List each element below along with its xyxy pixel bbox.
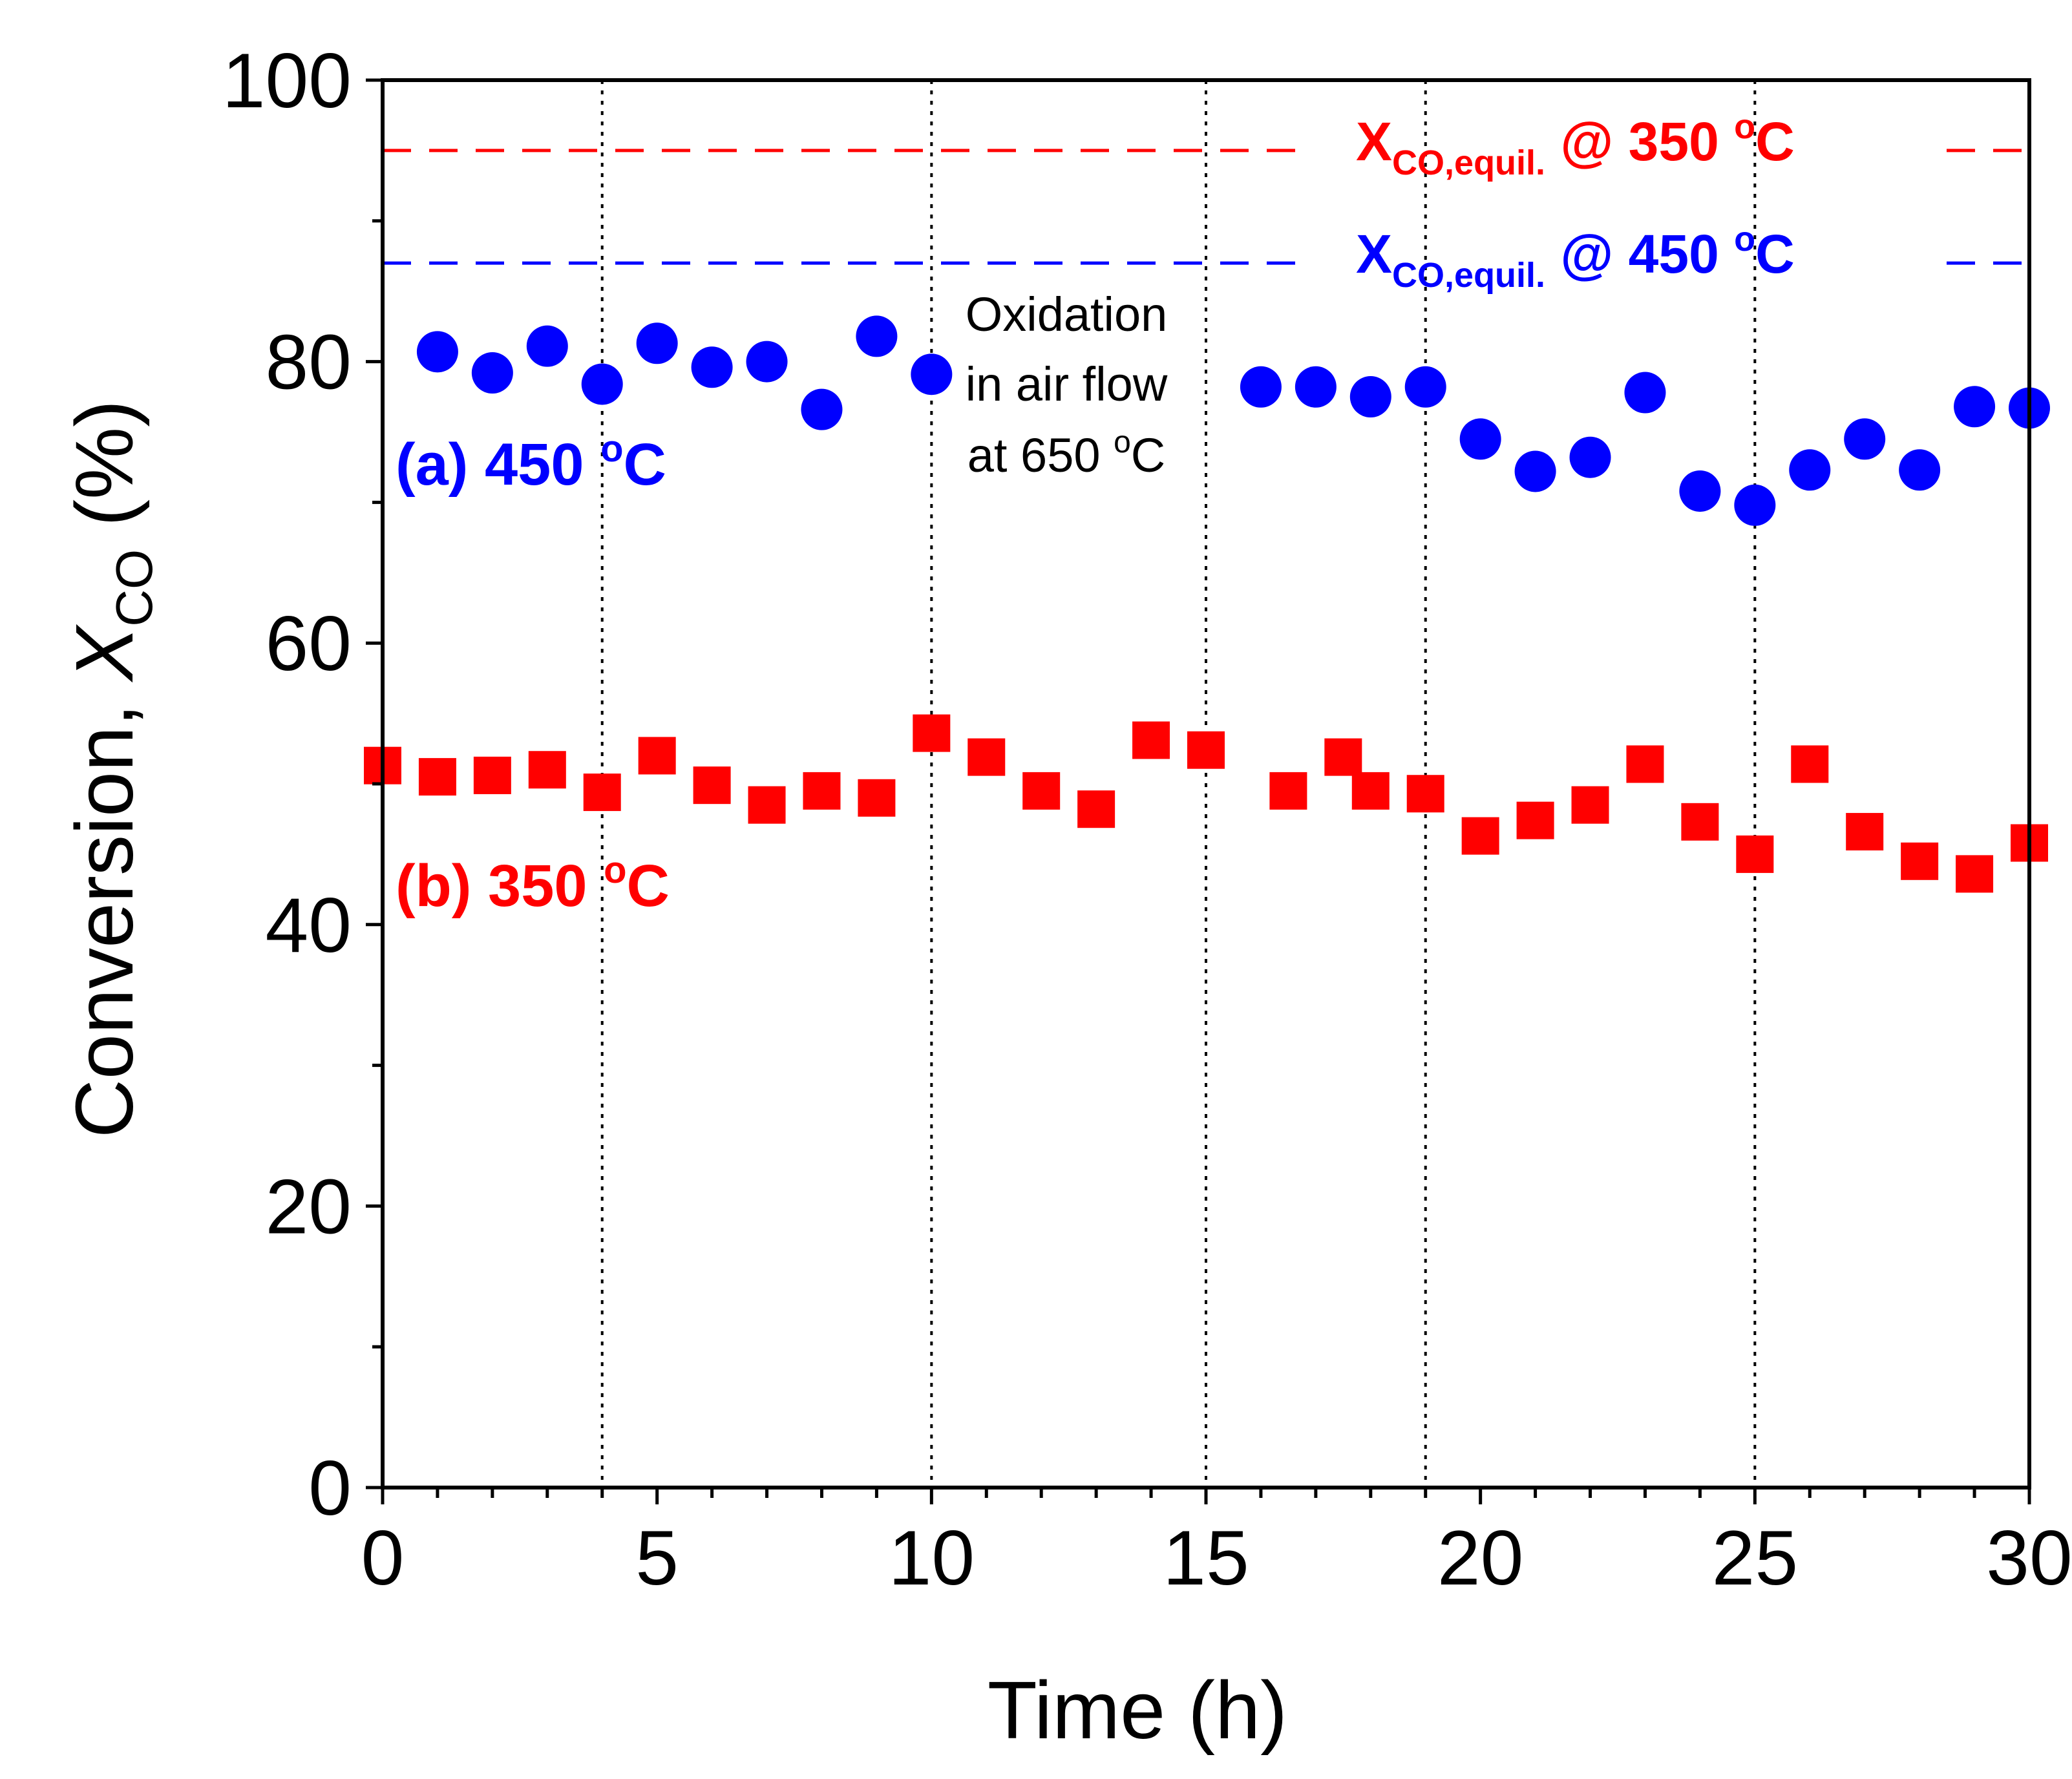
point-350-24 bbox=[1681, 803, 1719, 841]
x-tick-label-0: 0 bbox=[361, 1515, 405, 1601]
point-350-10 bbox=[913, 714, 951, 752]
oxidation-annotation-line2: in air flow bbox=[966, 357, 1168, 411]
series-450-markers bbox=[416, 315, 2050, 526]
oxidation-annotation-line1: Oxidation bbox=[966, 288, 1168, 341]
point-450-4 bbox=[636, 322, 678, 364]
point-450-7 bbox=[801, 388, 843, 430]
point-450-0 bbox=[416, 331, 458, 373]
point-350-5 bbox=[638, 737, 676, 775]
point-450-1 bbox=[471, 352, 513, 394]
point-450-15 bbox=[1514, 450, 1556, 492]
point-350-14 bbox=[1132, 721, 1170, 759]
y-tick-label-100: 100 bbox=[222, 37, 352, 124]
y-tick-label-40: 40 bbox=[266, 882, 352, 969]
plot-frame bbox=[381, 78, 2031, 1490]
point-350-15 bbox=[1187, 731, 1225, 769]
point-350-1 bbox=[418, 758, 456, 796]
point-450-10 bbox=[1240, 366, 1282, 408]
y-tick-label-60: 60 bbox=[266, 600, 352, 687]
x-tick-label-5: 5 bbox=[635, 1515, 679, 1601]
point-350-6 bbox=[693, 766, 731, 805]
point-350-11 bbox=[967, 738, 1006, 776]
equilibrium-lines bbox=[383, 149, 2029, 265]
point-350-19 bbox=[1406, 775, 1444, 813]
point-350-2 bbox=[473, 756, 511, 794]
point-450-13 bbox=[1404, 366, 1446, 408]
y-tick-label-0: 0 bbox=[308, 1445, 352, 1532]
x-tick-label-20: 20 bbox=[1437, 1515, 1523, 1601]
point-450-2 bbox=[526, 325, 568, 367]
series-350-markers bbox=[364, 714, 2048, 893]
equil-label-450: XCO,equil. @ 450 oC bbox=[1356, 220, 1795, 295]
x-tick-label-30: 30 bbox=[1986, 1515, 2072, 1601]
point-450-21 bbox=[1844, 418, 1886, 460]
y-tick-label-80: 80 bbox=[266, 319, 352, 406]
point-350-21 bbox=[1516, 801, 1554, 839]
axis-tick-labels: 0 5 10 15 20 25 30 0 20 40 60 80 100 bbox=[222, 37, 2072, 1601]
point-450-3 bbox=[581, 363, 623, 405]
equil-label-350: XCO,equil. @ 350 oC bbox=[1356, 107, 1795, 182]
point-450-19 bbox=[1734, 484, 1776, 526]
point-450-22 bbox=[1899, 449, 1941, 491]
x-tick-label-15: 15 bbox=[1163, 1515, 1249, 1601]
point-450-23 bbox=[1954, 386, 1996, 428]
point-450-14 bbox=[1459, 418, 1501, 460]
y-axis-label: Conversion, XCO (%) bbox=[59, 400, 163, 1138]
point-450-9 bbox=[911, 353, 953, 395]
point-350-8 bbox=[803, 772, 841, 810]
point-350-12 bbox=[1022, 772, 1061, 810]
point-350-4 bbox=[583, 774, 621, 812]
point-350-26 bbox=[1791, 745, 1829, 783]
point-450-5 bbox=[691, 346, 733, 388]
oxidation-annotation-line3: at 650 oC bbox=[967, 425, 1165, 482]
point-450-18 bbox=[1679, 470, 1721, 512]
point-350-22 bbox=[1571, 786, 1609, 824]
point-350-25 bbox=[1736, 835, 1774, 873]
y-tick-label-20: 20 bbox=[266, 1163, 352, 1250]
point-350-23 bbox=[1626, 745, 1664, 783]
point-450-16 bbox=[1569, 436, 1611, 478]
point-450-6 bbox=[746, 341, 788, 383]
point-450-17 bbox=[1624, 372, 1666, 414]
point-450-11 bbox=[1295, 366, 1337, 408]
point-350-16 bbox=[1269, 772, 1307, 810]
point-350-27 bbox=[1846, 813, 1884, 851]
series-label-350: (b) 350 oC bbox=[396, 849, 670, 919]
x-tick-label-10: 10 bbox=[889, 1515, 975, 1601]
point-450-8 bbox=[856, 315, 898, 357]
point-450-12 bbox=[1349, 376, 1391, 418]
point-350-7 bbox=[748, 786, 786, 824]
point-350-18 bbox=[1351, 772, 1390, 810]
series-label-450: (a) 450 oC bbox=[396, 428, 666, 498]
point-350-13 bbox=[1077, 790, 1115, 828]
point-350-9 bbox=[858, 779, 896, 817]
point-350-17 bbox=[1324, 738, 1362, 776]
point-450-20 bbox=[1789, 449, 1831, 491]
point-350-29 bbox=[1956, 855, 1994, 893]
x-tick-label-25: 25 bbox=[1712, 1515, 1798, 1601]
point-350-20 bbox=[1461, 817, 1499, 855]
x-axis-label: Time (h) bbox=[988, 1665, 1287, 1756]
point-350-28 bbox=[1901, 842, 1939, 880]
point-350-3 bbox=[528, 751, 566, 789]
